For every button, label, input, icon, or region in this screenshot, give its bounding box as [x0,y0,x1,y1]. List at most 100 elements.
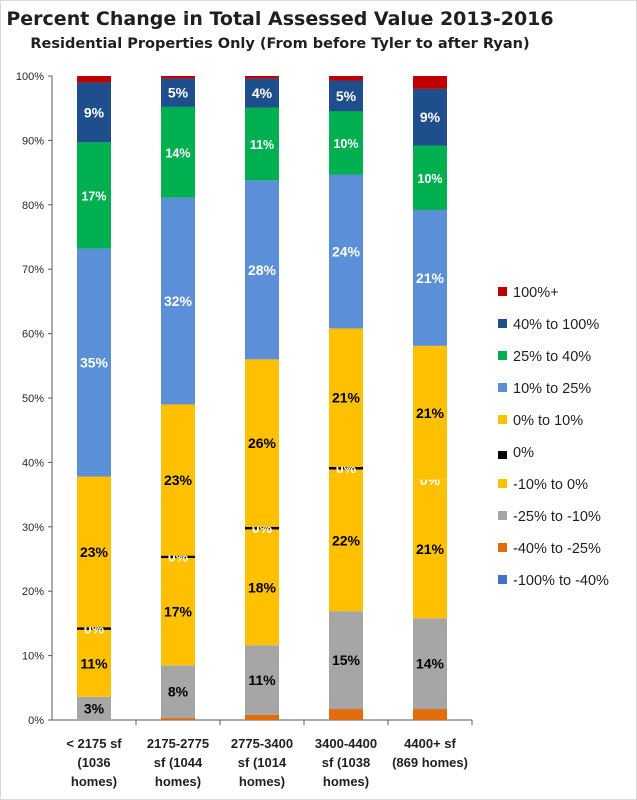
bar-segment [413,76,447,89]
data-label: 17% [164,603,193,619]
legend-label: -100% to -40% [513,573,609,589]
data-label: 10% [417,172,442,186]
bar-segment [245,78,279,108]
legend-label: 40% to 100% [513,317,599,333]
data-label: 17% [81,189,106,203]
data-label: 23% [164,472,193,488]
legend-label: -25% to -10% [513,509,601,525]
x-tick-label: (869 homes) [392,755,468,770]
x-tick-label: sf (1014 [238,755,287,770]
y-tick-label: 100% [16,71,44,83]
data-label: 21% [416,405,445,421]
data-label: 14% [165,146,190,160]
bar-segment [329,174,363,329]
legend-swatch [498,451,507,459]
bar-segment [77,248,111,477]
legend-swatch [498,543,507,552]
y-tick-label: 0% [28,715,44,727]
x-tick-label: homes) [239,774,285,789]
x-tick-label: sf (1038 [322,755,370,770]
y-tick-label: 50% [22,393,44,405]
legend-swatch [498,415,507,424]
data-label: 21% [332,390,361,406]
x-tick-label: 2175-2775 [147,736,209,751]
legend-swatch [498,383,507,392]
y-tick-label: 60% [22,329,44,341]
bar-segment [329,709,363,720]
x-tick-label: 2775-3400 [231,736,293,751]
bar-segment [161,197,195,405]
legend-label: 10% to 25% [513,381,591,397]
bar-segment [161,557,195,666]
data-label: 4% [252,85,273,101]
bar-segment [77,629,111,697]
data-label: 11% [80,655,108,671]
y-tick-label: 40% [22,457,44,469]
y-tick-label: 90% [22,135,44,147]
data-label: 8% [168,684,189,700]
bar-segment-zero [77,627,111,630]
x-tick-label: 3400-4400 [315,736,377,751]
data-label: 11% [250,138,274,152]
x-tick-label: homes) [323,774,369,789]
y-tick-label: 80% [22,200,44,212]
bar-segment [161,76,195,79]
bar-segment [413,145,447,210]
legend-swatch [498,575,507,584]
bar-segment [329,469,363,612]
legend-swatch [498,351,507,360]
y-tick-label: 70% [22,264,44,276]
data-label: 26% [248,435,277,451]
bar-segment [77,476,111,628]
bar-segment [413,709,447,720]
chart-title: Percent Change in Total Assessed Value 2… [6,8,554,30]
bar-segment-zero [245,526,279,530]
legend-swatch [498,511,507,520]
bar-segment [413,345,447,480]
bar-segment [245,529,279,646]
bar-segment [245,359,279,527]
bar-segment [329,111,363,175]
bar-segment [161,404,195,556]
legend-label: 100%+ [513,285,559,301]
bar-segment [245,180,279,360]
data-label: 18% [248,579,277,595]
bar-segment [161,665,195,719]
legend-swatch [498,479,507,488]
y-tick-label: 30% [22,522,44,534]
data-label: 10% [333,137,358,151]
y-tick-label: 10% [22,651,44,663]
legend-label: 0% [513,445,534,461]
x-tick-label: < 2175 sf [66,736,122,751]
bar-segment-zero [329,466,363,470]
bar-segment [329,611,363,710]
bar-segment [245,645,279,715]
x-tick-label: (1036 [77,755,110,770]
data-label: 15% [332,652,361,668]
bar-segment [161,78,195,107]
bar-segment [413,479,447,619]
bar-segment [329,80,363,112]
bar-segment [245,107,279,181]
legend-label: 0% to 10% [513,413,583,429]
x-tick-label: homes) [71,774,117,789]
legend-label: 25% to 40% [513,349,591,365]
data-label: 24% [332,243,361,259]
bar-segment [245,76,279,79]
bar-segment [77,82,111,143]
data-label: 14% [416,656,445,672]
legend-swatch [498,287,507,296]
bar-segment [329,76,363,81]
legend-label: -40% to -25% [513,541,601,557]
chart-subtitle: Residential Properties Only (From before… [30,36,530,52]
x-tick-label: 4400+ sf [404,736,456,751]
bar-segment [329,328,363,467]
bar-segment-zero [161,555,195,559]
legend-label: -10% to 0% [513,477,588,493]
bar-segment [413,88,447,146]
data-label: 35% [80,355,109,371]
bar-segment [245,714,279,720]
data-label: 9% [420,109,441,125]
data-label: 21% [416,270,445,286]
